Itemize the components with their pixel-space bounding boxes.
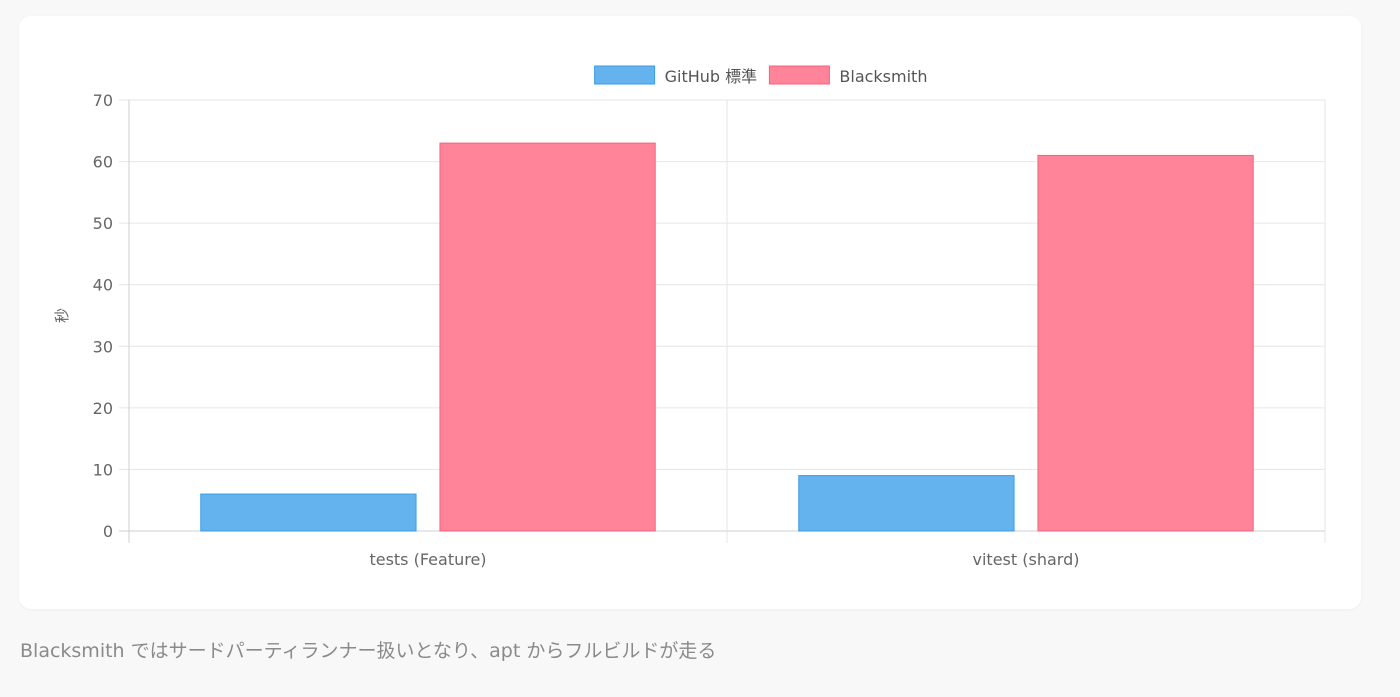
legend-swatch[interactable] <box>768 65 830 85</box>
y-tick-label: 70 <box>93 91 113 110</box>
y-tick-label: 30 <box>93 337 113 356</box>
y-tick-label: 10 <box>93 460 113 479</box>
bar-blacksmith[interactable] <box>1037 154 1254 532</box>
y-tick-label: 60 <box>93 153 113 172</box>
bar-github[interactable] <box>798 475 1015 532</box>
legend-label[interactable]: Blacksmith <box>839 67 927 86</box>
bar-chart: 0 10 20 30 40 50 60 70 tests (Feature) vitest (sh… <box>53 65 1326 569</box>
legend-swatch[interactable] <box>594 65 656 85</box>
y-tick-label: 40 <box>93 276 113 295</box>
y-axis-label: 秒 <box>53 308 71 323</box>
chart-caption: Blacksmith ではサードパーティランナー扱いとなり、apt からフルビル… <box>20 640 717 662</box>
chart-card: 0 10 20 30 40 50 60 70 tests (Feature) vitest (sh… <box>19 16 1361 609</box>
bar-github[interactable] <box>200 493 417 532</box>
y-tick-label: 50 <box>93 214 113 233</box>
bar-blacksmith[interactable] <box>439 142 656 532</box>
y-tick-label: 0 <box>103 522 113 541</box>
x-tick-label: vitest (shard) <box>973 550 1080 569</box>
legend-label[interactable]: GitHub 標準 <box>665 67 758 86</box>
y-tick-label: 20 <box>93 399 113 418</box>
x-tick-label: tests (Feature) <box>369 550 486 569</box>
